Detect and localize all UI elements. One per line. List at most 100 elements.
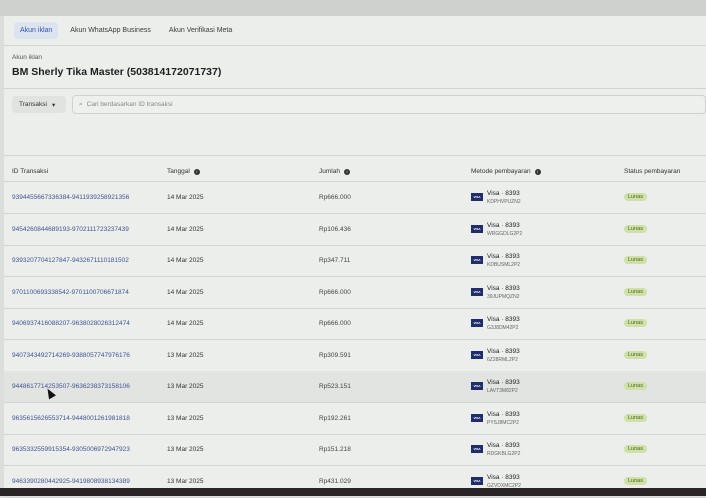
transaction-id-link[interactable]: 9394455667336384-9411939258921356 (12, 194, 130, 201)
visa-card-icon: VISA (471, 319, 483, 327)
transaction-date: 14 Mar 2025 (167, 257, 204, 264)
table-row[interactable]: 9635615626553714-9448001261981818 13 Mar… (4, 403, 706, 435)
visa-card-icon: VISA (471, 445, 483, 453)
reference-code: 6Z28RML2P2 (487, 356, 518, 363)
status-badge: Lunas (624, 413, 647, 422)
reference-code: KDPHVPUZN2 (487, 199, 521, 205)
visa-card-icon: VISA (471, 350, 483, 359)
info-icon[interactable]: i (193, 168, 200, 175)
page-title: BM Sherly Tika Master (503814172071737) (12, 66, 222, 78)
info-icon[interactable]: i (343, 168, 350, 175)
info-icon[interactable]: i (534, 168, 541, 175)
caret-down-icon: ▾ (51, 101, 56, 109)
card-label: Visa · 8393 (487, 347, 520, 355)
transaction-date: 13 Mar 2025 (167, 351, 204, 359)
transaction-id-link[interactable]: 9463390280442925-9419808938134389 (12, 477, 130, 485)
billing-page: Akun iklan Akun WhatsApp Business Akun V… (4, 16, 706, 498)
status-badge: Lunas (624, 193, 647, 201)
transaction-type-dropdown[interactable]: Transaksi ▾ (12, 96, 66, 113)
card-label: Visa · 8393 (487, 473, 520, 481)
card-label: Visa · 8393 (487, 442, 520, 449)
visa-card-icon: VISA (471, 256, 483, 264)
visa-card-icon: VISA (471, 413, 483, 422)
status-badge: Lunas (624, 287, 647, 296)
status-badge: Lunas (624, 319, 647, 327)
header-id[interactable]: ID Transaksi (12, 168, 49, 175)
payment-method: VISA Visa · 8393 6Z28RML2P2 (471, 348, 520, 364)
visa-card-icon: VISA (471, 287, 483, 296)
transaction-amount: Rp192.261 (319, 414, 351, 422)
status-badge: Lunas (624, 350, 647, 359)
transaction-date: 13 Mar 2025 (167, 477, 204, 485)
reference-code: GZVDXMC2P2 (487, 482, 521, 489)
header-status[interactable]: Status pembayaran (624, 168, 681, 175)
payment-method: VISA Visa · 8393 RDGKBLG2P2 (471, 442, 520, 458)
divider (4, 88, 706, 89)
table-header: ID Transaksi Tanggal i Jumlah i Metode pem… (4, 160, 706, 182)
transaction-id-link[interactable]: 9454260844689193-9702111723237439 (12, 225, 129, 233)
transaction-amount: Rp347.711 (319, 257, 351, 264)
visa-card-icon: VISA (471, 224, 483, 233)
card-label: Visa · 8393 (487, 221, 520, 229)
tab-verifikasi-meta[interactable]: Akun Verifikasi Meta (168, 27, 233, 34)
transaction-id-link[interactable]: 9406937416088207-9638028026312474 (12, 320, 130, 327)
transaction-date: 14 Mar 2025 (167, 225, 204, 233)
table-row[interactable]: 9393207704127847-9432671110181502 14 Mar… (4, 245, 706, 277)
tab-whatsapp-business[interactable]: Akun WhatsApp Business (70, 27, 151, 34)
table-row[interactable]: 9701100693338542-9701100706671874 14 Mar… (4, 277, 706, 309)
status-badge: Lunas (624, 224, 647, 233)
card-label: Visa · 8393 (487, 284, 520, 292)
reference-code: KDBUSML2P2 (487, 262, 521, 268)
payment-method: VISA Visa · 8393 39JUPMQZN2 (471, 285, 520, 301)
transaction-id-link[interactable]: 9635332559915354-9305006972947923 (12, 446, 130, 453)
table-row[interactable]: 9635332559915354-9305006972947923 13 Mar… (4, 434, 706, 466)
payment-method: VISA Visa · 8393 PYSJ8MC2P2 (471, 411, 520, 427)
transaction-id-link[interactable]: 9701100693338542-9701100706671874 (12, 288, 129, 296)
transaction-id-link[interactable]: 9407343492714269-9388057747976176 (12, 351, 130, 359)
transaction-id-link[interactable]: 9393207704127847-9432671110181502 (12, 257, 129, 264)
reference-code: G3J8DM42P2 (487, 325, 519, 331)
spacer-band (4, 128, 706, 156)
table-row[interactable]: 9394455667336384-9411939258921356 14 Mar… (4, 182, 706, 214)
transaction-id-link[interactable]: 9448617714253507-9636238373158106 (12, 383, 130, 390)
dropdown-label: Transaksi (19, 101, 47, 108)
reference-code: RDGKBLG2P2 (487, 451, 521, 457)
status-badge: Lunas (624, 382, 647, 390)
search-placeholder: Cari berdasarkan ID transaksi (86, 101, 173, 108)
payment-method: VISA Visa · 8393 LAVT3M82P2 (471, 379, 520, 395)
status-badge: Lunas (624, 445, 647, 453)
visa-card-icon: VISA (471, 193, 483, 201)
tab-bar: Akun iklan Akun WhatsApp Business Akun V… (4, 16, 706, 46)
transaction-amount: Rp151.218 (319, 446, 351, 453)
card-label: Visa · 8393 (487, 410, 520, 418)
search-input[interactable]: ⌕ Cari berdasarkan ID transaksi (72, 95, 706, 114)
status-badge: Lunas (624, 256, 647, 264)
transaction-amount: Rp431.029 (319, 477, 351, 485)
payment-method: VISA Visa · 8393 WRGGDLG2P2 (471, 222, 522, 238)
transaction-date: 13 Mar 2025 (167, 383, 204, 390)
browser-top (0, 0, 706, 16)
tab-akun-iklan[interactable]: Akun iklan (14, 22, 59, 39)
table-row[interactable]: 9448617714253507-9636238373158106 13 Mar… (4, 371, 706, 403)
status-badge: Lunas (624, 476, 647, 485)
transaction-date: 14 Mar 2025 (167, 194, 204, 201)
transaction-amount: Rp309.591 (319, 351, 351, 359)
transaction-amount: Rp523.151 (319, 383, 351, 390)
transaction-date: 14 Mar 2025 (167, 320, 204, 327)
transaction-id-link[interactable]: 9635615626553714-9448001261981818 (12, 414, 130, 422)
table-row[interactable]: 9407343492714269-9388057747976176 13 Mar… (4, 340, 706, 372)
transaction-date: 13 Mar 2025 (167, 446, 204, 453)
card-label: Visa · 8393 (487, 190, 520, 197)
transaction-date: 13 Mar 2025 (167, 414, 204, 422)
table-row[interactable]: 9454260844689193-9702111723237439 14 Mar… (4, 214, 706, 246)
header-method[interactable]: Metode pembayaran i (471, 168, 541, 175)
reference-code: PYSJ8MC2P2 (487, 419, 519, 426)
header-date[interactable]: Tanggal i (167, 168, 200, 175)
payment-method: VISA Visa · 8393 KDBUSML2P2 (471, 253, 520, 269)
transaction-date: 14 Mar 2025 (167, 288, 204, 296)
header-amount[interactable]: Jumlah i (319, 168, 350, 175)
card-label: Visa · 8393 (487, 253, 520, 260)
table-row[interactable]: 9406937416088207-9638028026312474 14 Mar… (4, 308, 706, 340)
reference-code: 39JUPMQZN2 (487, 293, 520, 300)
payment-method: VISA Visa · 8393 KDPHVPUZN2 (471, 190, 521, 206)
